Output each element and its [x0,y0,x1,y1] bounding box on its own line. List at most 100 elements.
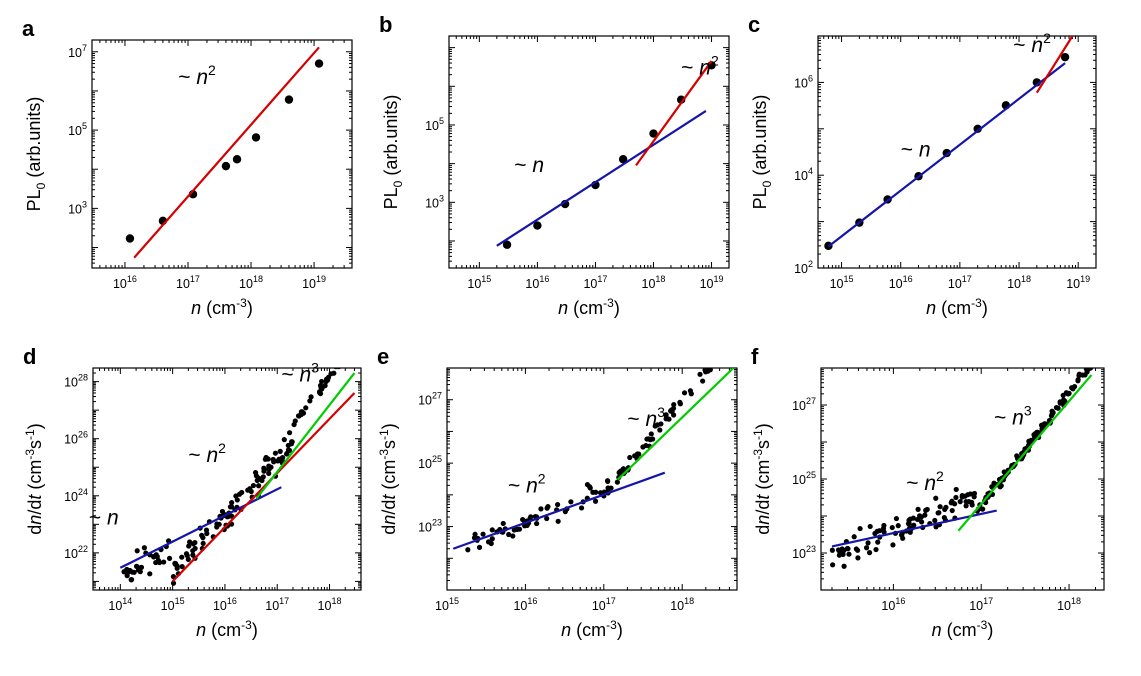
data-point [671,412,677,418]
x-tick-label: 1017 [969,596,993,613]
data-point [702,368,708,373]
data-point [300,410,307,416]
data-point [259,477,265,484]
data-point [969,502,975,508]
data-point [338,362,343,367]
x-tick-label: 1014 [108,596,132,613]
x-axis-label: n (cm-3) [196,618,258,640]
data-point [722,346,727,351]
x-tick-label: 1016 [889,274,913,291]
x-tick-label: 1016 [113,274,137,291]
y-tick-label: 105 [425,116,444,133]
data-point [277,448,283,454]
data-point [345,352,350,357]
data-point [614,479,620,485]
data-layer [496,60,716,249]
data-point [472,531,478,537]
data-point [331,370,337,376]
data-point [857,525,863,532]
data-point [336,368,341,370]
x-tick-label: 1017 [583,274,607,291]
x-axis-label: n (cm-3) [558,296,620,318]
fit-line [1035,36,1074,94]
data-point [155,557,161,563]
data-point [998,483,1004,489]
data-point [271,459,277,465]
x-tick-label: 1019 [302,274,326,291]
data-point [924,506,930,513]
slope-annotation: ~ n [514,154,544,177]
data-point [627,454,633,461]
data-point [851,534,857,540]
x-tick-label: 1018 [1057,596,1081,613]
data-layer [125,46,324,259]
data-point [233,493,239,499]
data-point [281,437,287,443]
y-tick-label: 103 [68,199,87,216]
x-tick-label: 1017 [948,274,972,291]
data-point [190,548,196,554]
data-point [1063,390,1069,396]
data-point [872,530,878,537]
data-point [719,348,724,353]
data-point [286,430,293,436]
data-point [707,360,712,365]
data-point [1048,413,1055,419]
data-point [668,408,674,414]
data-point [721,345,726,350]
data-point [710,357,715,362]
data-point [922,512,928,518]
data-point [133,563,140,569]
data-point [254,477,260,484]
data-point [173,561,179,567]
panel-d: d 1014 1015 1016 1017 1018 1022 1024 1026 1028 n (… [23,344,362,640]
data-point [723,344,728,349]
data-point [170,580,177,586]
data-point [229,499,235,506]
data-point [889,524,895,531]
y-tick-label: 1027 [792,396,816,413]
data-point [1060,52,1070,62]
data-point [687,388,694,394]
data-point [592,498,599,504]
data-point [697,371,703,377]
slope-annotation: ~ n2 [508,470,546,497]
data-point [284,95,294,104]
data-point [942,506,948,513]
data-point [841,563,847,569]
x-tick-label: 1018 [239,274,263,291]
data-point [658,421,664,427]
x-tick-label: 1017 [265,596,289,613]
data-point [1070,386,1076,392]
data-point [227,504,234,510]
y-tick-label: 1022 [64,544,88,561]
slope-annotation: ~ n3 [281,360,319,387]
data-point [314,59,324,68]
data-point [652,423,658,429]
data-point [151,554,157,560]
data-point [555,518,561,524]
slope-annotation: ~ n2 [681,53,719,80]
data-point [1026,438,1032,444]
data-point [341,350,346,355]
slope-annotation: ~ n2 [906,468,944,495]
data-point [829,547,835,553]
data-point [489,527,495,533]
y-tick-label: 104 [794,166,813,183]
data-point [250,482,257,489]
data-point [835,547,842,553]
data-point [347,349,352,354]
data-point [714,354,719,359]
data-point [722,345,727,350]
data-point [666,416,672,422]
slope-annotation: ~ n [901,139,931,162]
data-point [533,221,542,230]
data-point [724,347,729,352]
data-point [649,129,658,138]
data-point [476,544,483,550]
data-point [587,484,593,490]
data-point [634,451,641,457]
fit-line [133,46,320,259]
data-point [323,378,329,384]
data-point [192,540,198,546]
